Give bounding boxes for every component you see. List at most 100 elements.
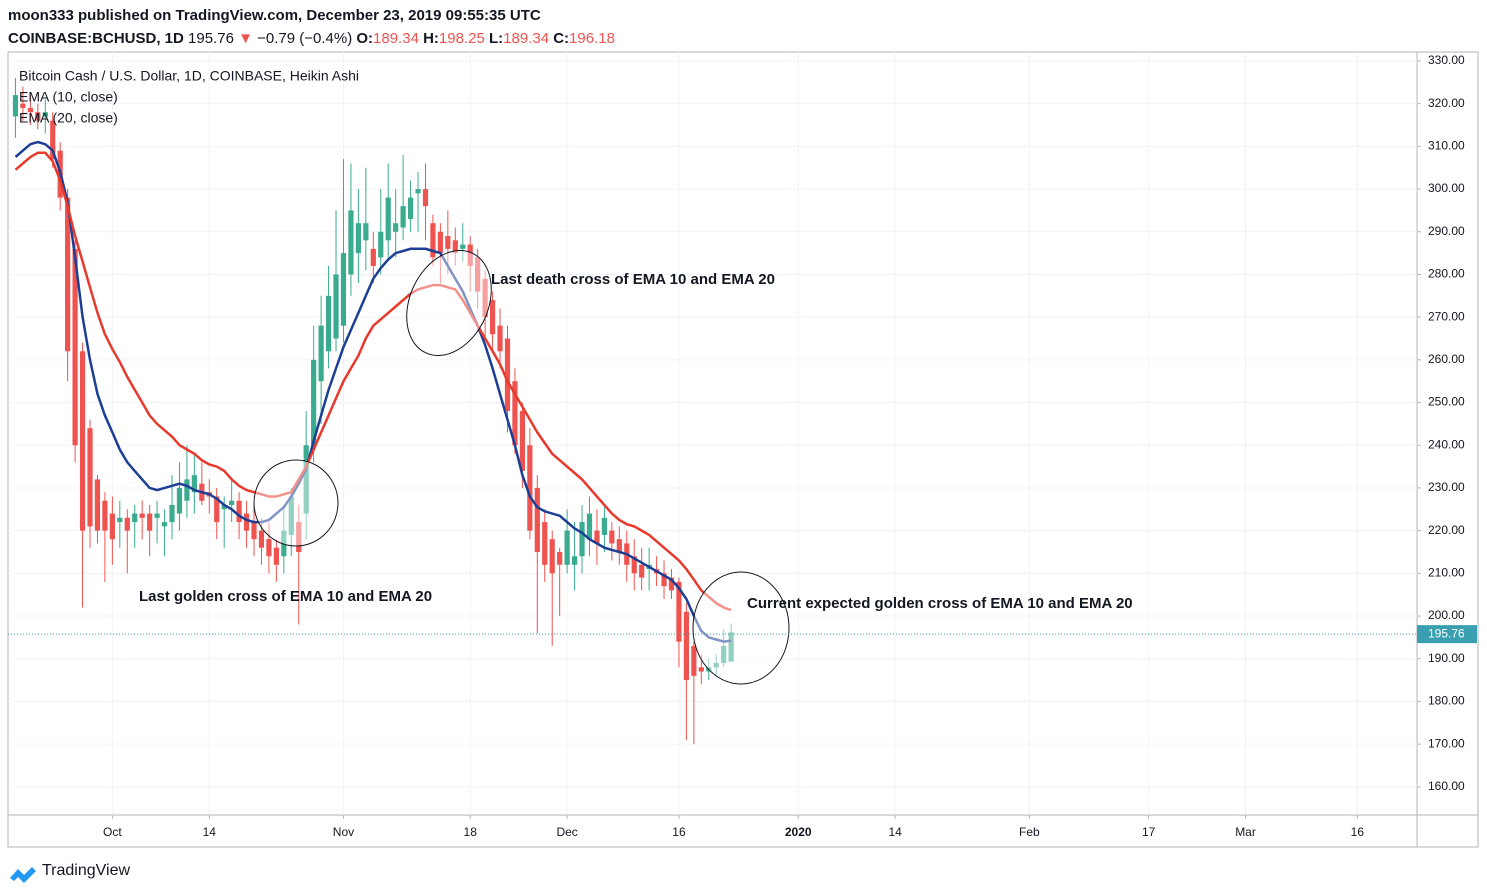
candle-body — [668, 577, 675, 591]
candle-body — [437, 231, 443, 254]
candle-body — [534, 487, 540, 552]
grid — [8, 52, 1417, 815]
candle-body — [236, 500, 242, 523]
c-label: C: — [553, 30, 569, 47]
y-tick-label: 210.00 — [1428, 566, 1465, 580]
candle-body — [489, 300, 496, 335]
y-tick-label: 230.00 — [1428, 480, 1465, 494]
candle-body — [124, 517, 130, 531]
candle-body — [676, 581, 682, 642]
h-value: 198.25 — [439, 30, 485, 47]
candle-body — [445, 236, 451, 249]
x-tick-label: Oct — [103, 825, 122, 839]
legend-title: Bitcoin Cash / U.S. Dollar, 1D, COINBASE… — [19, 68, 359, 84]
y-tick-label: 190.00 — [1428, 651, 1465, 665]
candle-body — [549, 539, 555, 574]
candle-body — [415, 189, 421, 194]
circle — [253, 459, 339, 547]
candle-body — [184, 479, 190, 501]
x-tick-label: 14 — [203, 825, 217, 839]
y-tick-label: 300.00 — [1428, 181, 1465, 195]
candle-body — [258, 530, 265, 548]
candle-body — [586, 513, 593, 540]
arrow: ▼ — [238, 30, 253, 47]
candle-body — [169, 505, 175, 523]
published-line: moon333 published on TradingView.com, De… — [8, 7, 541, 24]
change: −0.79 (−0.4%) — [257, 30, 352, 47]
candle-body — [355, 223, 361, 254]
x-tick-label: 2020 — [785, 825, 812, 839]
last-price-label: 195.76 — [1428, 626, 1465, 640]
candle-body — [139, 513, 145, 518]
candle-body — [12, 95, 19, 117]
price: 195.76 — [188, 30, 234, 47]
candle-body — [266, 539, 272, 557]
candle-body — [698, 667, 704, 672]
logo-icon — [10, 867, 36, 883]
candle-body — [542, 522, 548, 565]
candle-body — [616, 539, 622, 552]
y-tick-label: 170.00 — [1428, 736, 1465, 750]
candle-body — [42, 112, 48, 117]
candle-body — [557, 551, 563, 565]
candle-body — [452, 240, 458, 254]
candle-body — [385, 197, 391, 241]
candle-body — [79, 351, 86, 531]
candle-body — [601, 517, 608, 535]
candle-body — [400, 206, 406, 228]
candle-body — [504, 338, 511, 412]
circle — [692, 571, 790, 685]
y-tick-label: 240.00 — [1428, 437, 1465, 451]
y-tick-label: 320.00 — [1428, 96, 1465, 110]
footer-brand: TradingView — [42, 862, 130, 879]
candle-body — [482, 278, 488, 318]
plot — [12, 78, 734, 745]
candle-body — [460, 244, 466, 249]
y-tick-label: 280.00 — [1428, 267, 1465, 281]
candle-body — [393, 223, 399, 232]
overlay: Last golden cross of EMA 10 and EMA 20 L… — [19, 68, 1133, 685]
candle-body — [340, 253, 347, 326]
o-label: O: — [356, 30, 373, 47]
candle-body — [594, 530, 600, 544]
x-tick-label: Nov — [333, 825, 354, 839]
candle-body — [221, 505, 227, 510]
candle-body — [370, 248, 376, 266]
legend-entry: EMA (20, close) — [19, 110, 118, 126]
legend-entry: EMA (10, close) — [19, 89, 118, 105]
candle-body — [631, 556, 637, 574]
candle-body — [527, 445, 533, 531]
x-tick-label: 17 — [1142, 825, 1156, 839]
candle-body — [281, 530, 287, 557]
candle-body — [251, 522, 257, 540]
candle-body — [176, 487, 183, 514]
y-tick-label: 160.00 — [1428, 779, 1465, 793]
x-tick-label: Feb — [1019, 825, 1040, 839]
candle-body — [609, 530, 615, 544]
y-tick-label: 260.00 — [1428, 352, 1465, 366]
y-tick-label: 220.00 — [1428, 523, 1465, 537]
ema-line — [14, 140, 732, 643]
candle-body — [713, 662, 719, 668]
candle-body — [475, 257, 481, 292]
axes: 160.00 170.00 180.00 190.00 200.00 210.00 220.… — [8, 53, 1477, 839]
candle-body — [422, 189, 429, 207]
o-value: 189.34 — [373, 30, 419, 47]
l-label: L: — [489, 30, 503, 47]
candle-body — [147, 513, 153, 531]
y-tick-label: 290.00 — [1428, 224, 1465, 238]
candle-body — [564, 530, 570, 565]
y-tick-label: 330.00 — [1428, 53, 1465, 67]
candle-body — [109, 513, 115, 540]
x-tick-label: 16 — [672, 825, 686, 839]
x-tick-label: 14 — [888, 825, 902, 839]
candle-body — [229, 500, 235, 506]
y-tick-label: 270.00 — [1428, 309, 1465, 323]
candle-body — [65, 197, 71, 352]
annotation: Last death cross of EMA 10 and EMA 20 — [491, 271, 775, 288]
candle-body — [20, 103, 26, 108]
x-tick-label: 18 — [464, 825, 478, 839]
candle-body — [132, 513, 138, 523]
y-tick-label: 200.00 — [1428, 608, 1465, 622]
